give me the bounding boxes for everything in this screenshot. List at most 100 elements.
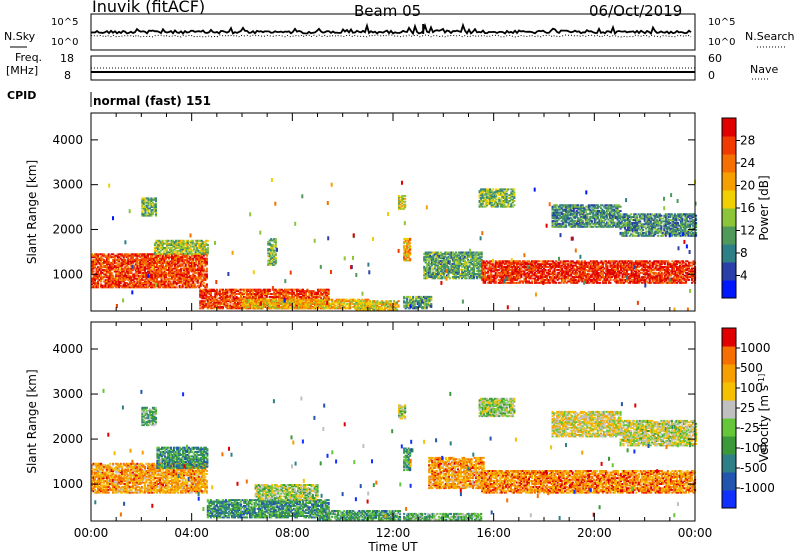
heatmap-cell xyxy=(442,263,445,265)
heatmap-cell xyxy=(453,268,456,271)
heatmap-cell xyxy=(243,290,246,293)
heatmap-cell xyxy=(223,301,226,304)
heatmap-cell xyxy=(221,298,224,301)
heatmap-cell xyxy=(358,300,361,303)
heatmap-cell xyxy=(199,277,202,280)
heatmap-cell xyxy=(477,258,480,261)
heatmap-cell xyxy=(315,294,318,297)
heatmap-cell xyxy=(122,286,125,289)
heatmap-cell xyxy=(110,263,113,266)
heatmap-cell xyxy=(177,259,180,261)
heatmap-cell xyxy=(209,298,212,301)
heatmap-cell xyxy=(383,304,386,307)
heatmap-cell xyxy=(121,267,124,270)
heatmap-cell xyxy=(253,290,256,293)
heatmap-cell xyxy=(175,260,178,263)
heatmap-cell xyxy=(204,259,207,261)
heatmap-cell xyxy=(320,304,323,307)
heatmap-cell xyxy=(464,270,467,273)
heatmap-cell xyxy=(100,253,103,256)
heatmap-cell xyxy=(211,288,214,291)
heatmap-cell xyxy=(428,300,431,303)
heatmap-cell xyxy=(160,284,163,287)
heatmap-cell xyxy=(233,298,236,301)
heatmap-cell xyxy=(187,248,190,251)
heatmap-cell xyxy=(172,256,175,259)
heatmap-cell xyxy=(116,273,119,276)
heatmap-cell xyxy=(371,308,374,311)
heatmap-cell xyxy=(110,274,113,277)
heatmap-cell xyxy=(505,267,508,270)
heatmap-cell xyxy=(487,270,490,273)
heatmap-cell xyxy=(171,283,174,286)
heatmap-cell xyxy=(205,259,208,261)
heatmap-cell xyxy=(438,277,441,280)
heatmap-cell xyxy=(94,259,97,261)
heatmap-cell xyxy=(202,274,205,277)
heatmap-cell xyxy=(227,288,230,291)
heatmap-cell xyxy=(139,280,142,283)
heatmap-cell xyxy=(95,284,98,287)
heatmap-cell xyxy=(314,291,317,294)
heatmap-cell xyxy=(109,273,112,276)
heatmap-cell xyxy=(430,255,433,258)
heatmap-cell xyxy=(295,288,298,291)
heatmap-cell xyxy=(116,263,119,266)
heatmap-cell xyxy=(146,263,149,266)
heatmap-cell xyxy=(307,290,310,293)
heatmap-cell xyxy=(121,259,124,261)
heatmap-cell xyxy=(159,274,162,277)
heatmap-cell xyxy=(199,239,202,242)
heatmap-cell xyxy=(407,295,410,298)
heatmap-cell xyxy=(92,261,95,264)
heatmap-cell xyxy=(361,304,364,307)
heatmap-cell xyxy=(101,263,104,266)
heatmap-cell xyxy=(199,307,202,310)
heatmap-cell xyxy=(461,274,464,277)
heatmap-cell xyxy=(380,300,383,303)
heatmap-cell xyxy=(157,273,160,276)
heatmap-cell xyxy=(285,300,288,303)
heatmap-cell xyxy=(373,305,376,308)
heatmap-cell xyxy=(178,245,181,248)
heatmap-cell xyxy=(496,261,499,264)
heatmap-cell xyxy=(454,268,457,271)
heatmap-cell xyxy=(465,251,468,254)
heatmap-cell xyxy=(188,251,191,254)
heatmap-cell xyxy=(249,290,252,293)
heatmap-cell xyxy=(479,252,482,255)
heatmap-cell xyxy=(470,252,473,255)
heatmap-cell xyxy=(202,284,205,287)
heatmap-cell xyxy=(116,280,119,283)
heatmap-cell xyxy=(196,277,199,280)
heatmap-cell xyxy=(159,260,162,263)
heatmap-cell xyxy=(255,301,258,304)
heatmap-cell xyxy=(100,267,103,270)
heatmap-cell xyxy=(121,280,124,283)
heatmap-cell xyxy=(187,270,190,273)
heatmap-cell xyxy=(94,261,97,264)
heatmap-cell xyxy=(396,308,399,311)
heatmap-cell xyxy=(303,294,306,297)
heatmap-cell xyxy=(509,281,512,284)
heatmap-cell xyxy=(181,251,184,254)
heatmap-cell xyxy=(160,271,163,274)
heatmap-cell xyxy=(177,271,180,274)
heatmap-cell xyxy=(154,260,157,263)
heatmap-cell xyxy=(335,298,338,301)
heatmap-cell xyxy=(252,297,255,300)
heatmap-cell xyxy=(98,267,101,270)
heatmap-cell xyxy=(280,293,283,295)
heatmap-cell xyxy=(186,282,189,284)
heatmap-cell xyxy=(187,260,190,263)
heatmap-cell xyxy=(266,301,269,304)
heatmap-cell xyxy=(192,269,195,272)
heatmap-cell xyxy=(186,277,189,280)
heatmap-cell xyxy=(467,271,470,274)
heatmap-cell xyxy=(124,259,127,261)
heatmap-cell xyxy=(160,242,163,245)
heatmap-cell xyxy=(163,266,166,269)
heatmap-cell xyxy=(264,304,267,307)
heatmap-cell xyxy=(143,280,146,283)
heatmap-cell xyxy=(451,265,454,268)
